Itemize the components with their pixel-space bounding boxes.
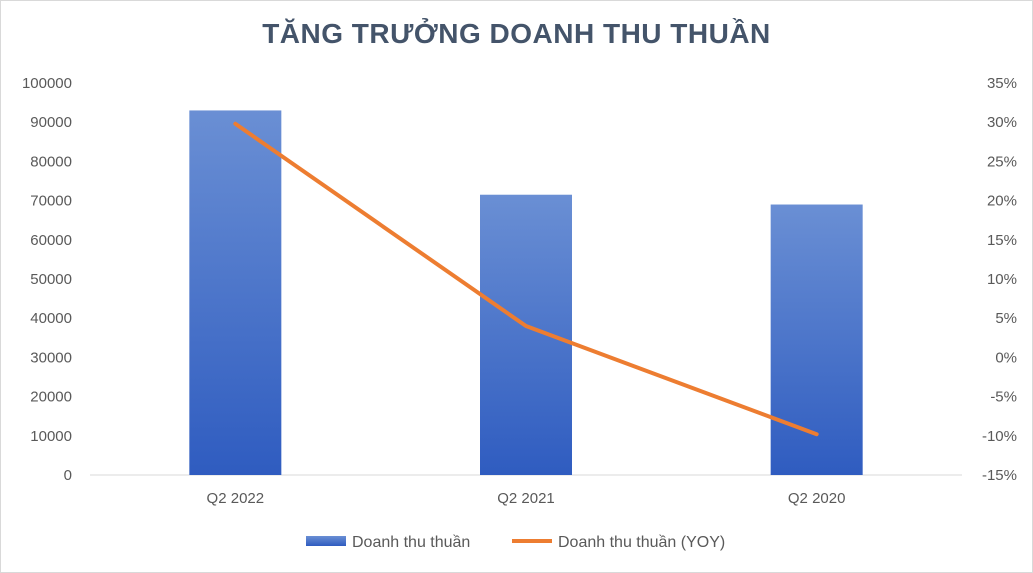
left-tick-label: 100000 (22, 75, 72, 92)
x-axis: Q2 2022 Q2 2021 Q2 2020 (207, 490, 846, 507)
left-axis: 0 10000 20000 30000 40000 50000 60000 70000 8000… (22, 75, 72, 484)
right-tick-label: 30% (987, 114, 1017, 131)
bar-series (189, 110, 863, 475)
legend: Doanh thu thuần Doanh thu thuần (YOY) (306, 534, 725, 551)
bar (480, 194, 572, 475)
left-tick-label: 60000 (30, 232, 72, 249)
chart-title: TĂNG TRƯỞNG DOANH THU THUẦN (262, 18, 771, 49)
x-tick-label: Q2 2022 (207, 490, 265, 507)
legend-line-label: Doanh thu thuần (YOY) (558, 534, 725, 551)
right-tick-label: 15% (987, 232, 1017, 249)
right-tick-label: -15% (982, 467, 1017, 484)
right-tick-label: 10% (987, 271, 1017, 288)
right-axis: -15% -10% -5% 0% 5% 10% 15% 20% 25% 30% 35% (982, 75, 1017, 484)
right-tick-label: -10% (982, 428, 1017, 445)
right-tick-label: 25% (987, 153, 1017, 170)
left-tick-label: 20000 (30, 389, 72, 406)
left-tick-label: 10000 (30, 428, 72, 445)
left-tick-label: 90000 (30, 114, 72, 131)
left-tick-label: 70000 (30, 193, 72, 210)
left-tick-label: 50000 (30, 271, 72, 288)
left-tick-label: 30000 (30, 349, 72, 366)
legend-bar-swatch (306, 536, 346, 546)
legend-bar-label: Doanh thu thuần (352, 534, 470, 551)
right-tick-label: -5% (990, 389, 1017, 406)
right-tick-label: 20% (987, 193, 1017, 210)
left-tick-label: 80000 (30, 153, 72, 170)
right-tick-label: 35% (987, 75, 1017, 92)
bar (770, 204, 863, 475)
right-tick-label: 0% (995, 349, 1017, 366)
x-tick-label: Q2 2021 (497, 490, 555, 507)
left-tick-label: 40000 (30, 310, 72, 327)
line-series (233, 121, 819, 437)
right-tick-label: 5% (995, 310, 1017, 327)
bar (189, 110, 282, 475)
left-tick-label: 0 (64, 467, 72, 484)
x-tick-label: Q2 2020 (788, 490, 846, 507)
